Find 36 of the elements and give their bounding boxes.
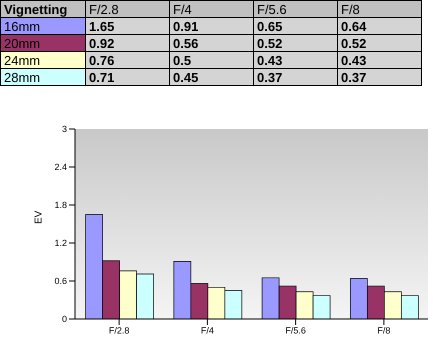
- data-label: 0.65: [254, 18, 338, 34]
- y-tick-label: 3: [62, 124, 67, 134]
- x-tick-label: F/2.8: [108, 325, 130, 336]
- y-tick-label: 0.6: [54, 276, 67, 286]
- data-label: 0.43: [338, 52, 422, 68]
- y-axis-title: EV: [34, 210, 45, 224]
- data-label: 0.71: [86, 68, 170, 86]
- x-tick-label: F/8: [377, 325, 390, 336]
- y-tick-label: 2.4: [54, 162, 67, 172]
- text: 28mm: [0, 68, 86, 86]
- x-tick-label: F/5.6: [285, 325, 306, 336]
- category-label: F/2.8: [89, 2, 119, 16]
- data-label: 0.37: [254, 68, 338, 86]
- x-tick-label: F/4: [200, 325, 214, 336]
- data-label: 0.64: [338, 18, 422, 34]
- category-label: F/4: [173, 2, 192, 16]
- y-tick-label: 0: [62, 314, 67, 324]
- data-label: 0.92: [86, 34, 170, 52]
- data-label: 0.56: [170, 34, 254, 52]
- data-label: 0.37: [338, 68, 422, 86]
- data-label: 0.91: [170, 18, 254, 34]
- y-tick-label: 1.8: [54, 200, 67, 210]
- category-label: F/8: [341, 2, 360, 16]
- data-label: 0.5: [170, 52, 254, 68]
- data-label: 0.52: [338, 34, 422, 52]
- data-label: 0.76: [86, 52, 170, 68]
- text: 20mm: [0, 34, 86, 52]
- chart-title: Vignetting: [0, 0, 86, 18]
- text: 24mm: [0, 52, 86, 68]
- data-label: 0.45: [170, 68, 254, 86]
- category-label: F/5.6: [257, 2, 287, 16]
- text: 16mm: [0, 18, 86, 34]
- data-label: 0.43: [254, 52, 338, 68]
- y-tick-label: 1.2: [54, 238, 67, 248]
- data-label: 1.65: [86, 18, 170, 34]
- data-label: 0.52: [254, 34, 338, 52]
